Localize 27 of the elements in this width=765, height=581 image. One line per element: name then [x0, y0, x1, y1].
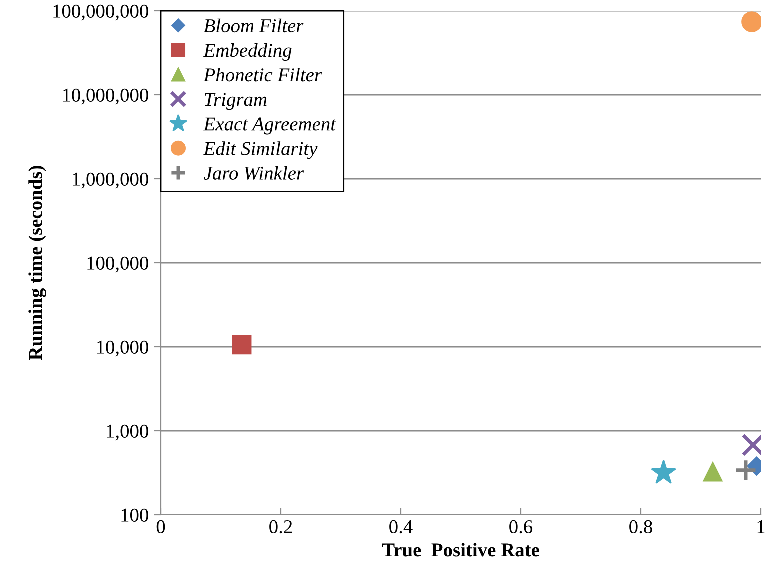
point: [703, 462, 723, 482]
x-axis-title: True Positive Rate: [382, 543, 540, 557]
legend-label: Jaro Winkler: [204, 166, 304, 180]
y-tick-label: 100: [122, 508, 148, 522]
x-tick-label: 1: [758, 520, 765, 534]
x-tick-label: 0.2: [270, 520, 292, 534]
legend-label: Edit Similarity: [204, 142, 318, 160]
legend-label: Trigram: [205, 93, 267, 110]
legend-label: Embedding: [204, 43, 292, 62]
point: [742, 12, 761, 32]
legend-label: Bloom Filter: [204, 18, 304, 33]
y-tick-label: 1,000: [107, 424, 148, 441]
y-tick-label: 10,000,000: [63, 88, 148, 105]
y-tick-label: 100,000: [88, 256, 148, 273]
legend-label: Phonetic Filter: [204, 68, 322, 82]
x-tick-label: 0: [156, 520, 166, 534]
point: [651, 460, 676, 484]
legend-label: Exact Agreement: [204, 118, 336, 135]
x-tick-label: 0.8: [630, 520, 652, 534]
y-tick-label: 10,000: [97, 340, 148, 357]
point: [734, 458, 758, 482]
y-tick-label: 1,000,000: [73, 172, 148, 189]
x-tick-label: 0.6: [510, 520, 533, 534]
y-tick-label: 100,000,000: [54, 4, 148, 21]
y-axis-title: Running time (seconds): [28, 166, 46, 360]
x-tick-label: 0.4: [390, 520, 413, 534]
point: [232, 335, 252, 355]
